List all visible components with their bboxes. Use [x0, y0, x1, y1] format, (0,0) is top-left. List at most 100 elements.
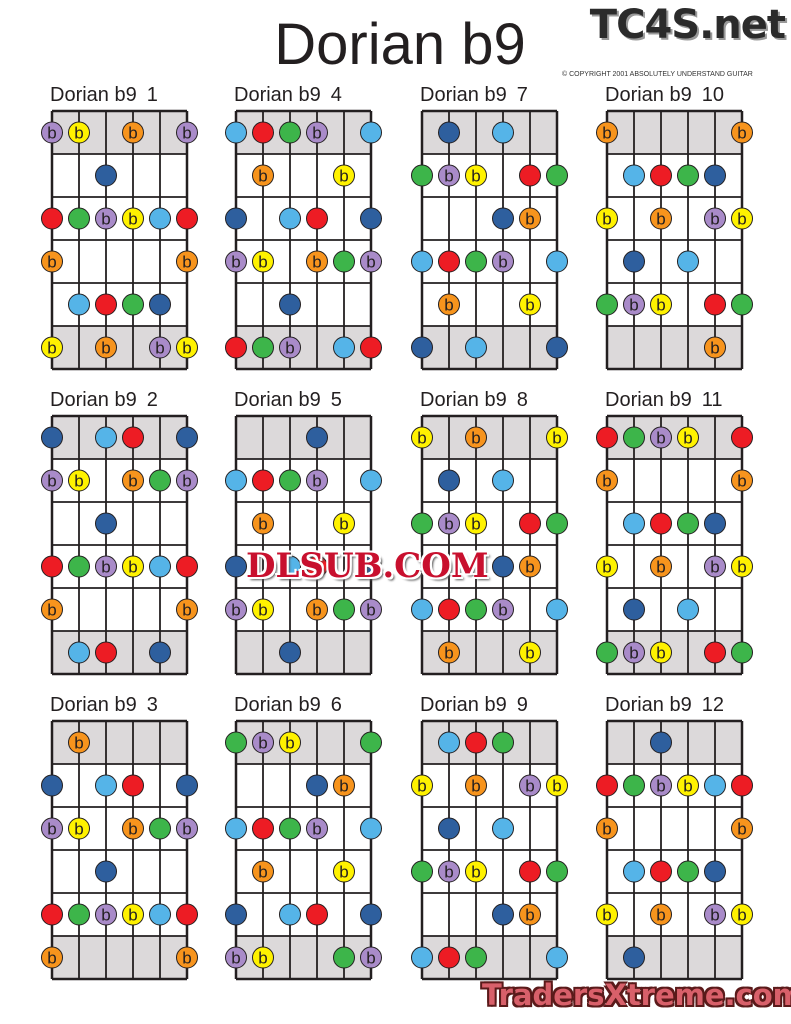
diagram-title: Dorian b9 10 — [605, 84, 765, 107]
note-dot — [677, 598, 699, 621]
note-dot — [519, 903, 541, 926]
note-dot — [41, 598, 63, 621]
shaded-bottom-row — [422, 326, 557, 369]
flat-label: b — [258, 515, 267, 534]
note-dot — [519, 293, 541, 316]
note-dot — [650, 731, 672, 754]
note-dot — [279, 903, 301, 926]
note-dot — [546, 512, 568, 535]
note-dot — [176, 903, 198, 926]
flat-label: b — [182, 124, 191, 143]
diagram-number: 4 — [330, 84, 342, 106]
note-dot — [596, 293, 618, 316]
flat-label: b — [498, 601, 507, 620]
fretboard: b b b bb bb bb b b b — [41, 109, 198, 371]
flat-label: b — [656, 558, 665, 577]
flat-label: b — [683, 429, 692, 448]
note-dot — [252, 817, 274, 840]
note-dot — [677, 774, 699, 797]
note-dot — [438, 946, 460, 969]
note-dot — [149, 817, 171, 840]
note-dot — [650, 207, 672, 230]
note-dot — [279, 336, 301, 359]
note-dot — [225, 207, 247, 230]
flat-label: b — [656, 296, 665, 315]
note-dot — [677, 164, 699, 187]
flat-label: b — [417, 777, 426, 796]
diagram-number: 3 — [146, 694, 158, 716]
note-dot — [306, 555, 328, 578]
note-dot — [225, 469, 247, 492]
note-dot — [176, 598, 198, 621]
flat-label: b — [710, 558, 719, 577]
note-dot — [731, 774, 753, 797]
note-dot — [650, 164, 672, 187]
note-dot — [465, 946, 487, 969]
diagram-title: Dorian b9 9 — [420, 694, 580, 717]
note-dot — [360, 121, 382, 144]
note-dot — [41, 555, 63, 578]
shaded-bottom-row — [236, 631, 371, 674]
note-dot — [306, 426, 328, 449]
flat-label: b — [258, 949, 267, 968]
note-dot — [519, 207, 541, 230]
note-dot — [122, 207, 144, 230]
note-dot — [465, 598, 487, 621]
flat-label: b — [339, 863, 348, 882]
note-dot — [546, 598, 568, 621]
note-dot — [731, 121, 753, 144]
note-dot — [149, 293, 171, 316]
note-dot — [279, 293, 301, 316]
note-dot — [122, 426, 144, 449]
note-dot — [41, 469, 63, 492]
fretboard-diagram-7: Dorian b9 7 b b b b b b — [411, 84, 580, 374]
flat-label: b — [737, 124, 746, 143]
note-dot — [438, 512, 460, 535]
note-dot — [411, 426, 433, 449]
note-dot — [411, 164, 433, 187]
note-dot — [333, 164, 355, 187]
flat-label: b — [47, 601, 56, 620]
note-dot — [704, 336, 726, 359]
diagram-number: 1 — [146, 84, 158, 106]
note-dot — [95, 426, 117, 449]
note-dot — [411, 250, 433, 273]
note-dot — [360, 250, 382, 273]
diagram-title: Dorian b9 8 — [420, 389, 580, 412]
note-dot — [176, 250, 198, 273]
note-dot — [411, 512, 433, 535]
flat-label: b — [737, 472, 746, 491]
flat-label: b — [525, 777, 534, 796]
note-dot — [95, 512, 117, 535]
note-dot — [360, 336, 382, 359]
flat-label: b — [525, 558, 534, 577]
note-dot — [492, 731, 514, 754]
shaded-top-row — [236, 416, 371, 459]
flat-label: b — [525, 644, 534, 663]
flat-label: b — [74, 124, 83, 143]
note-dot — [519, 164, 541, 187]
note-dot — [122, 555, 144, 578]
note-dot — [68, 817, 90, 840]
note-dot — [68, 641, 90, 664]
note-dot — [360, 817, 382, 840]
note-dot — [650, 641, 672, 664]
note-dot — [95, 336, 117, 359]
flat-label: b — [128, 906, 137, 925]
flat-label: b — [602, 820, 611, 839]
note-dot — [546, 250, 568, 273]
diagram-number: 11 — [701, 389, 723, 411]
flat-label: b — [471, 167, 480, 186]
note-dot — [596, 555, 618, 578]
note-dot — [149, 903, 171, 926]
page-title: Dorian b9 — [274, 12, 526, 77]
note-dot — [650, 860, 672, 883]
flat-label: b — [602, 558, 611, 577]
note-dot — [438, 469, 460, 492]
note-dot — [225, 336, 247, 359]
note-dot — [465, 774, 487, 797]
flat-label: b — [366, 253, 375, 272]
note-dot — [176, 207, 198, 230]
note-dot — [41, 121, 63, 144]
